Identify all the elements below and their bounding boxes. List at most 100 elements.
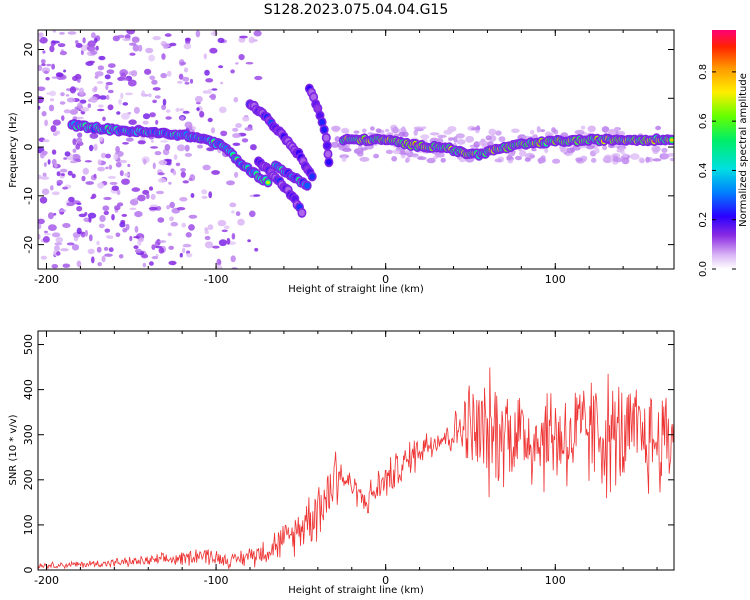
spectrogram-noise-mark bbox=[177, 80, 183, 84]
spectrogram-noise-mark bbox=[76, 260, 82, 268]
spectrogram-noise-mark bbox=[204, 235, 211, 241]
spectrogram-noise-mark bbox=[201, 189, 208, 195]
spectrogram-noise-mark bbox=[51, 264, 59, 269]
spectrogram-noise-mark bbox=[152, 36, 161, 41]
snr-x-axis-label: Height of straight line (km) bbox=[288, 585, 424, 596]
spectrogram-noise-mark bbox=[220, 130, 228, 137]
spectrogram-noise-mark bbox=[157, 178, 167, 183]
spectrogram-noise-mark bbox=[59, 168, 68, 173]
spectrogram-noise-mark bbox=[38, 96, 44, 104]
spectrogram-noise-mark bbox=[132, 44, 140, 52]
spectrogram-noise-mark bbox=[63, 157, 68, 160]
spectrogram-noise-mark bbox=[90, 196, 95, 200]
spectrogram-trace-cell bbox=[324, 142, 331, 149]
spectrogram-noise-mark bbox=[212, 245, 220, 249]
spectrogram-noise-mark bbox=[50, 125, 57, 133]
spectrogram-noise-mark bbox=[87, 103, 92, 108]
spectrogram-noise-mark bbox=[176, 144, 186, 152]
spectrogram-noise-mark bbox=[175, 162, 181, 167]
spectrogram-noise-mark bbox=[494, 158, 503, 163]
spectrogram-noise-mark bbox=[71, 173, 76, 179]
spectrogram-noise-mark bbox=[56, 171, 61, 177]
spectrogram-noise-mark bbox=[84, 229, 89, 237]
spectrogram-noise-mark bbox=[587, 125, 596, 133]
spectrogram-noise-mark bbox=[129, 235, 133, 242]
spectrogram-trace bbox=[67, 119, 273, 188]
spectrogram-noise-mark bbox=[76, 137, 83, 143]
spectrogram-noise-mark bbox=[607, 128, 616, 136]
spectrogram-noise-mark bbox=[104, 228, 111, 233]
spectrogram-noise-mark bbox=[66, 202, 75, 207]
spectrogram-noise-mark bbox=[229, 202, 237, 208]
spectrogram-noise-mark bbox=[63, 109, 71, 114]
spectrogram-noise-mark bbox=[131, 70, 138, 77]
spectrogram-trace bbox=[245, 99, 317, 182]
spectrogram-noise-mark bbox=[373, 153, 380, 159]
spectrogram-noise-mark bbox=[342, 147, 352, 152]
spectrogram-noise-mark bbox=[162, 43, 172, 48]
spectrogram-noise-mark bbox=[58, 209, 67, 213]
colorbar-tick-label: 0.4 bbox=[698, 162, 709, 178]
spectrogram-noise-mark bbox=[221, 229, 228, 233]
spectrogram-noise-mark bbox=[566, 147, 576, 154]
spectrogram-noise-mark bbox=[107, 89, 114, 94]
spectrogram-noise-mark bbox=[87, 60, 96, 64]
spectrogram-noise-mark bbox=[173, 154, 178, 160]
spectrogram-noise-mark bbox=[51, 63, 55, 70]
spectrogram-noise-mark bbox=[106, 94, 110, 101]
spectrogram-noise-mark bbox=[97, 65, 105, 71]
spectrogram-noise-mark bbox=[160, 72, 168, 79]
spectrogram-noise-mark bbox=[111, 214, 115, 221]
spectrogram-noise-mark bbox=[129, 207, 137, 210]
spectrogram-noise-mark bbox=[473, 141, 481, 148]
spectrogram-noise-mark bbox=[169, 42, 177, 47]
spectrogram-noise-mark bbox=[413, 126, 423, 130]
spectrogram-noise-mark bbox=[211, 170, 221, 175]
spectrogram-noise-mark bbox=[247, 239, 251, 243]
spectrogram-noise-mark bbox=[188, 224, 195, 231]
spectrogram-noise-mark bbox=[38, 218, 45, 225]
spectrogram-noise-mark bbox=[96, 246, 102, 253]
spectrogram-noise-mark bbox=[148, 93, 152, 98]
spectrogram-noise-mark bbox=[91, 32, 96, 39]
spectrogram-noise-mark bbox=[129, 42, 137, 46]
spectrogram-noise-mark bbox=[72, 75, 79, 82]
snr-y-tick-label: 200 bbox=[22, 469, 35, 490]
spectrogram-noise-mark bbox=[71, 244, 80, 251]
spectrogram-noise-mark bbox=[119, 170, 124, 177]
spectrogram-noise-mark bbox=[456, 139, 466, 145]
snr-y-tick-label: 100 bbox=[22, 514, 35, 535]
spectrogram-noise-mark bbox=[66, 97, 76, 103]
spectrogram-noise-mark bbox=[175, 107, 180, 112]
spectrogram-noise-mark bbox=[417, 156, 427, 161]
spectrogram-noise-mark bbox=[97, 262, 102, 267]
spectrogram-noise-mark bbox=[137, 194, 146, 202]
spectrogram-noise-mark bbox=[105, 166, 109, 170]
spectrogram-noise-mark bbox=[103, 246, 109, 251]
snr-y-tick-label: 400 bbox=[22, 379, 35, 400]
spectrogram-noise-mark bbox=[68, 196, 75, 203]
spectrogram-noise-mark bbox=[67, 170, 73, 176]
spectrogram-noise-mark bbox=[98, 223, 105, 229]
spectrogram-trace bbox=[304, 83, 334, 168]
spectrogram-noise-mark bbox=[152, 99, 158, 104]
spectrogram-noise-mark bbox=[72, 138, 77, 146]
spectrogram-noise-mark bbox=[138, 237, 144, 243]
spectrogram-noise-mark bbox=[254, 247, 259, 252]
colorbar-tick-label: 0.8 bbox=[698, 64, 709, 80]
spectrogram-noise-mark bbox=[141, 254, 149, 259]
spectrogram-noise-mark bbox=[244, 127, 253, 131]
spectrogram-noise-mark bbox=[538, 158, 543, 165]
spectrogram-noise-mark bbox=[669, 157, 674, 162]
spectrogram-noise-mark bbox=[158, 159, 168, 166]
spectrogram-noise-mark bbox=[51, 76, 59, 79]
spectrogram-noise-mark bbox=[217, 37, 225, 44]
spectrogram-noise-mark bbox=[89, 132, 99, 139]
spectrogram-noise-mark bbox=[128, 119, 137, 125]
colorbar-ticks: 0.0 0.2 0.4 0.6 0.8 bbox=[698, 64, 736, 277]
colorbar-scale bbox=[712, 30, 736, 269]
spectrogram-trace-cell bbox=[325, 159, 332, 166]
spectrogram-noise-mark bbox=[41, 63, 46, 67]
spectrogram-noise-mark bbox=[122, 38, 131, 42]
spectrogram-noise-mark bbox=[180, 171, 186, 178]
